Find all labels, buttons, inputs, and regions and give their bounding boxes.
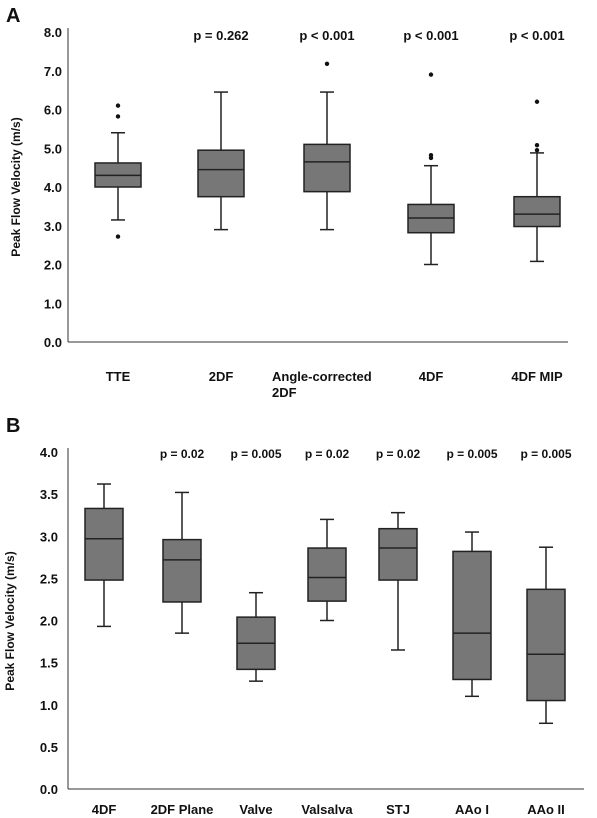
y-tick-label: 3.5	[40, 487, 58, 502]
category-label: AAo II	[527, 802, 565, 817]
outlier-point	[428, 72, 434, 77]
panel-a: A 0.0 1.0 2.0 3.0 4.0 5.0 6.0 7.0 8.0 Peak Flow Ve…	[6, 5, 568, 400]
category-label-line: Angle-corrected	[272, 369, 372, 384]
p-value-label: p < 0.001	[299, 28, 354, 43]
box-iqr	[303, 143, 351, 193]
outlier-point	[428, 153, 434, 158]
p-value-label: p < 0.001	[403, 28, 458, 43]
p-value-label: p = 0.005	[230, 447, 281, 461]
p-value-label: p = 0.005	[446, 447, 497, 461]
box-5: p < 0.001 4DF MIP	[509, 28, 564, 384]
p-value-label: p = 0.02	[376, 447, 421, 461]
box-iqr	[84, 507, 124, 581]
box-1: 4DF	[84, 483, 124, 817]
outlier-point	[324, 61, 330, 66]
box-iqr	[452, 550, 492, 681]
y-tick-label: 7.0	[44, 64, 62, 79]
outlier-point	[534, 142, 540, 148]
y-tick-label: 1.5	[40, 656, 58, 671]
panel-label: B	[6, 415, 20, 437]
outlier-point	[534, 99, 540, 104]
y-axis-label: Peak Flow Velocity (m/s)	[9, 117, 23, 256]
panel-b: B 0.0 0.5 1.0 1.5 2.0 2.5 3.0 3.5 4.0 Peak Flow Ve…	[3, 415, 584, 817]
p-value-label: p = 0.02	[160, 447, 205, 461]
outlier-point	[115, 234, 121, 239]
p-value-label: p = 0.262	[193, 28, 248, 43]
y-tick-label: 2.5	[40, 571, 58, 586]
box-2: p = 0.262 2DF	[193, 28, 248, 384]
panel-label: A	[6, 5, 20, 27]
y-tick-label: 5.0	[44, 141, 62, 156]
box-iqr	[378, 527, 418, 581]
outlier-point	[534, 147, 540, 153]
y-tick-label: 0.0	[44, 335, 62, 350]
box-4: p < 0.001 4DF	[403, 28, 458, 384]
box-5: p = 0.02 STJ	[376, 447, 421, 817]
box-3: p = 0.005 Valve	[230, 447, 281, 817]
y-tick-label: 0.0	[40, 782, 58, 797]
p-value-label: p = 0.02	[305, 447, 350, 461]
y-tick-label: 3.0	[40, 529, 58, 544]
category-label: TTE	[106, 369, 131, 384]
category-label: STJ	[386, 802, 410, 817]
category-label-line: 2DF	[272, 385, 297, 400]
category-label: Valsalva	[301, 802, 353, 817]
y-axis-label: Peak Flow Velocity (m/s)	[3, 551, 17, 690]
outlier-point	[115, 103, 121, 108]
y-tick-label: 4.0	[44, 180, 62, 195]
box-3: p < 0.001 Angle-corrected 2DF	[272, 28, 372, 400]
box-iqr	[162, 538, 202, 603]
p-value-label: p = 0.005	[520, 447, 571, 461]
category-label: Valve	[239, 802, 272, 817]
category-label: 4DF MIP	[511, 369, 563, 384]
y-tick-label: 1.0	[40, 698, 58, 713]
y-tick-label: 2.0	[40, 614, 58, 629]
category-label: 2DF	[209, 369, 234, 384]
y-tick-label: 1.0	[44, 296, 62, 311]
box-4: p = 0.02 Valsalva	[301, 447, 353, 817]
category-label: 2DF Plane	[151, 802, 214, 817]
category-label: Angle-corrected 2DF	[272, 369, 372, 400]
category-label: 4DF	[419, 369, 444, 384]
y-tick-label: 4.0	[40, 445, 58, 460]
outlier-point	[115, 114, 121, 119]
y-tick-label: 2.0	[44, 258, 62, 273]
box-iqr	[513, 195, 561, 228]
box-iqr	[526, 588, 566, 702]
box-iqr	[197, 149, 245, 198]
box-7: p = 0.005 AAo II	[520, 447, 571, 817]
category-label: AAo I	[455, 802, 489, 817]
category-label: 4DF	[92, 802, 117, 817]
box-iqr	[307, 547, 347, 602]
y-tick-label: 0.5	[40, 740, 58, 755]
y-tick-label: 8.0	[44, 25, 62, 40]
box-2: p = 0.02 2DF Plane	[151, 447, 214, 817]
y-tick-label: 3.0	[44, 219, 62, 234]
p-value-label: p < 0.001	[509, 28, 564, 43]
box-6: p = 0.005 AAo I	[446, 447, 497, 817]
y-tick-label: 6.0	[44, 103, 62, 118]
box-1: TTE	[94, 103, 142, 384]
